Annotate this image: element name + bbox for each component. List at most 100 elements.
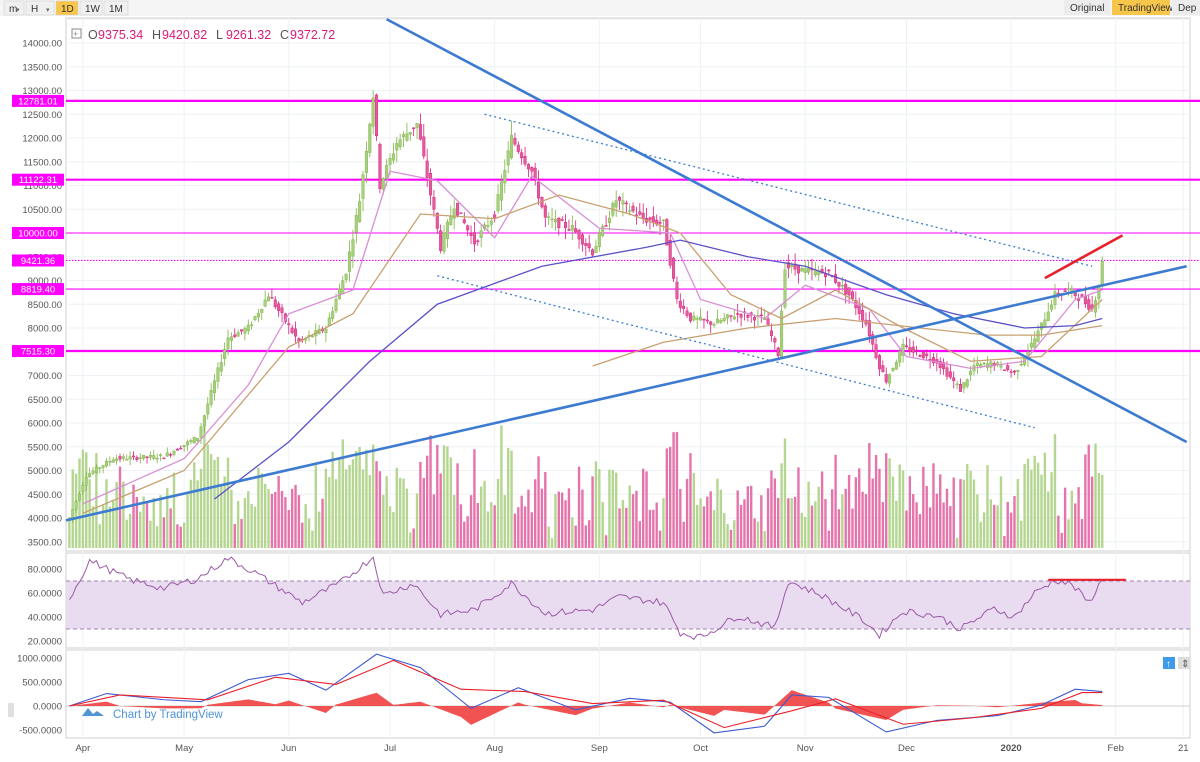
level-tag-label: 8819.40	[21, 285, 55, 296]
price-pane[interactable]	[65, 17, 1191, 552]
volume-bar	[307, 518, 311, 548]
button-face[interactable]	[103, 0, 129, 16]
volume-bar	[665, 448, 669, 548]
ohlc-key: L	[216, 28, 223, 42]
volume-bar	[638, 521, 642, 548]
candle-body	[341, 280, 345, 295]
volume-bar	[456, 463, 459, 548]
volume-bar	[888, 458, 891, 548]
candle-body	[948, 371, 952, 378]
view-button-original[interactable]: Original	[1064, 0, 1110, 15]
expand-icon[interactable]	[71, 28, 82, 39]
candle-body	[591, 249, 595, 256]
volume-bar	[969, 470, 972, 548]
button-label[interactable]: H	[31, 4, 38, 15]
candle-body	[412, 127, 416, 129]
volume-bar	[334, 479, 338, 548]
volume-bar	[155, 526, 159, 548]
button-label[interactable]: Original	[1070, 3, 1104, 14]
timeframe-button-h[interactable]: H ▾	[25, 0, 55, 16]
candle-body	[351, 239, 355, 257]
candle-body	[931, 357, 935, 364]
timeframe-button-1d[interactable]: 1D	[55, 0, 79, 16]
button-label[interactable]: 1M	[109, 4, 123, 15]
view-button-tradingview[interactable]: TradingView	[1112, 0, 1174, 15]
volume-bar	[162, 517, 166, 548]
ohlc-value: 9261.32	[226, 28, 271, 42]
volume-bar	[361, 469, 365, 548]
candle-body	[202, 415, 206, 427]
button-face[interactable]	[55, 0, 79, 16]
candle-body	[672, 257, 676, 279]
pane-controls[interactable]: ↑ ⇕	[8, 657, 1190, 717]
volume-bar	[712, 510, 716, 548]
volume-bar	[847, 474, 851, 548]
candle-body	[1087, 299, 1091, 310]
button-face[interactable]	[3, 0, 25, 16]
candle-body	[807, 268, 811, 273]
trendline[interactable]	[65, 264, 1187, 522]
volume-bar	[321, 498, 324, 548]
candle-body	[746, 315, 750, 318]
trendline[interactable]	[484, 113, 1093, 267]
volume-bar	[939, 474, 942, 548]
volume-bar	[324, 468, 328, 548]
volume-bar	[274, 491, 277, 548]
button-label[interactable]: m	[9, 4, 17, 15]
candle-body	[722, 317, 726, 321]
candle-body	[175, 448, 179, 451]
candle-body	[432, 197, 436, 210]
candle-body	[773, 338, 777, 343]
volume-bar	[685, 478, 689, 548]
macd-pane[interactable]	[65, 649, 1191, 739]
candle-body	[702, 318, 706, 321]
candle-body	[422, 136, 426, 157]
timeframe-button-1m[interactable]: 1M	[103, 0, 129, 16]
button-label[interactable]: TradingView	[1118, 3, 1174, 14]
volume-bar	[837, 509, 841, 548]
volume-bar	[618, 508, 621, 548]
timeframe-button-1w[interactable]: 1W	[79, 0, 103, 16]
time-tick-label: Feb	[1108, 743, 1124, 754]
candle-body	[236, 332, 240, 337]
time-tick-label: Oct	[693, 743, 708, 754]
button-face[interactable]	[1112, 0, 1170, 15]
volume-bar	[750, 485, 753, 548]
macd-tick-label: 500.0000	[22, 678, 62, 689]
volume-bar	[469, 495, 473, 548]
candle-body	[229, 336, 233, 341]
trendline[interactable]	[1044, 234, 1124, 280]
button-face[interactable]	[1064, 0, 1110, 15]
volume-bar	[793, 496, 797, 548]
volume-bar	[662, 498, 665, 548]
tradingview-watermark[interactable]: Chart by TradingView	[82, 708, 223, 721]
view-button-dep[interactable]: Dep	[1172, 0, 1200, 15]
button-label[interactable]: Dep	[1178, 3, 1197, 14]
candle-body	[361, 174, 365, 199]
candle-body	[553, 218, 557, 223]
collapse-icon[interactable]	[1178, 657, 1190, 669]
button-label[interactable]: 1D	[61, 4, 74, 15]
button-face[interactable]	[25, 0, 55, 16]
timeframe-button-m[interactable]: m▾	[3, 0, 25, 16]
trendline[interactable]	[386, 18, 1188, 444]
plus-icon[interactable]: +	[73, 29, 78, 39]
volume-bar	[891, 476, 895, 548]
candle-body	[1002, 369, 1006, 372]
candle-body	[918, 355, 922, 357]
candle-body	[675, 281, 679, 299]
button-face[interactable]	[79, 0, 103, 16]
pane-handle[interactable]	[8, 703, 14, 717]
candle-body	[601, 226, 605, 236]
volume-bar	[328, 477, 331, 548]
button-face[interactable]	[1172, 0, 1200, 15]
candle-body	[557, 217, 561, 229]
candle-body	[847, 287, 851, 296]
arrow-up-icon[interactable]	[1163, 657, 1175, 669]
candle-body	[682, 305, 686, 309]
volume-bar	[355, 450, 358, 548]
button-label[interactable]: 1W	[85, 4, 101, 15]
candle-body	[132, 455, 136, 458]
